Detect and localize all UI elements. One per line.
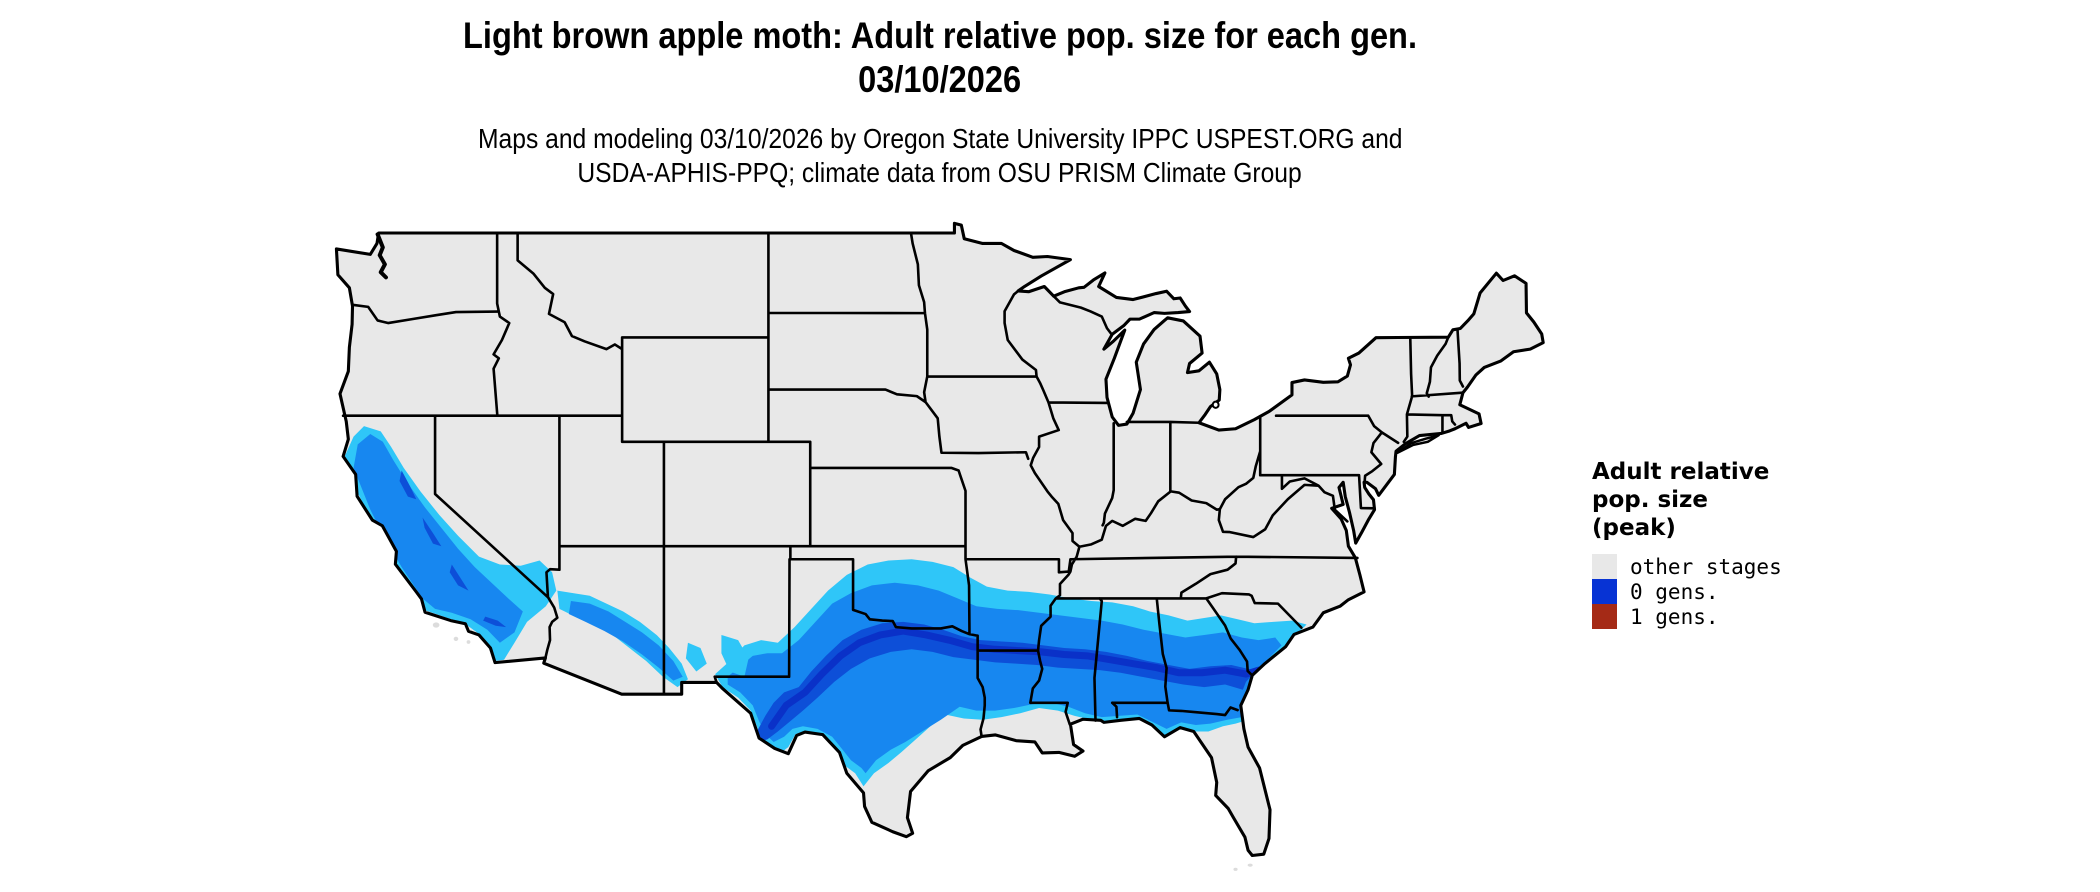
map-legend: Adult relative pop. size (peak) other st… <box>1592 458 1852 629</box>
legend-title-line3: (peak) <box>1592 515 1676 541</box>
puget-sound <box>378 234 386 277</box>
pop-patch-california-medium <box>353 433 523 643</box>
lake-st-clair <box>1213 402 1219 408</box>
long-island <box>1398 435 1439 452</box>
legend-items: other stages 0 gens. 1 gens. <box>1592 554 1852 629</box>
pop-band-south-dark <box>756 621 1257 742</box>
map-title-line1: Light brown apple moth: Adult relative p… <box>463 15 1417 56</box>
legend-item-1-gens: 1 gens. <box>1592 604 1852 629</box>
map-title-date: 03/10/2026 <box>858 59 1022 100</box>
legend-item-other-stages: other stages <box>1592 554 1852 579</box>
map-title: Light brown apple moth: Adult relative p… <box>340 14 1540 102</box>
legend-swatch-0-gens <box>1592 579 1617 604</box>
state-borders <box>343 233 1463 736</box>
legend-label-0-gens: 0 gens. <box>1630 579 1719 604</box>
pop-patch-arizona-medium <box>568 601 683 681</box>
offshore-islands <box>432 622 1253 871</box>
legend-title-line1: Adult relative <box>1592 459 1770 485</box>
legend-swatch-other-stages <box>1592 554 1617 579</box>
map-subtitle-line2: USDA-APHIS-PPQ; climate data from OSU PR… <box>577 157 1303 188</box>
pop-specks-california-dark <box>399 470 507 628</box>
pop-patches-new-mexico <box>685 634 749 677</box>
legend-swatch-1-gens <box>1592 604 1617 629</box>
legend-label-1-gens: 1 gens. <box>1630 604 1719 629</box>
legend-title: Adult relative pop. size (peak) <box>1592 458 1852 542</box>
map-subtitle: Maps and modeling 03/10/2026 by Oregon S… <box>340 122 1540 190</box>
us-landmass <box>336 223 1544 856</box>
us-outline <box>336 223 1543 855</box>
legend-item-0-gens: 0 gens. <box>1592 579 1852 604</box>
legend-label-other-stages: other stages <box>1630 554 1782 579</box>
legend-title-line2: pop. size <box>1592 487 1709 513</box>
map-subtitle-line1: Maps and modeling 03/10/2026 by Oregon S… <box>477 123 1403 154</box>
